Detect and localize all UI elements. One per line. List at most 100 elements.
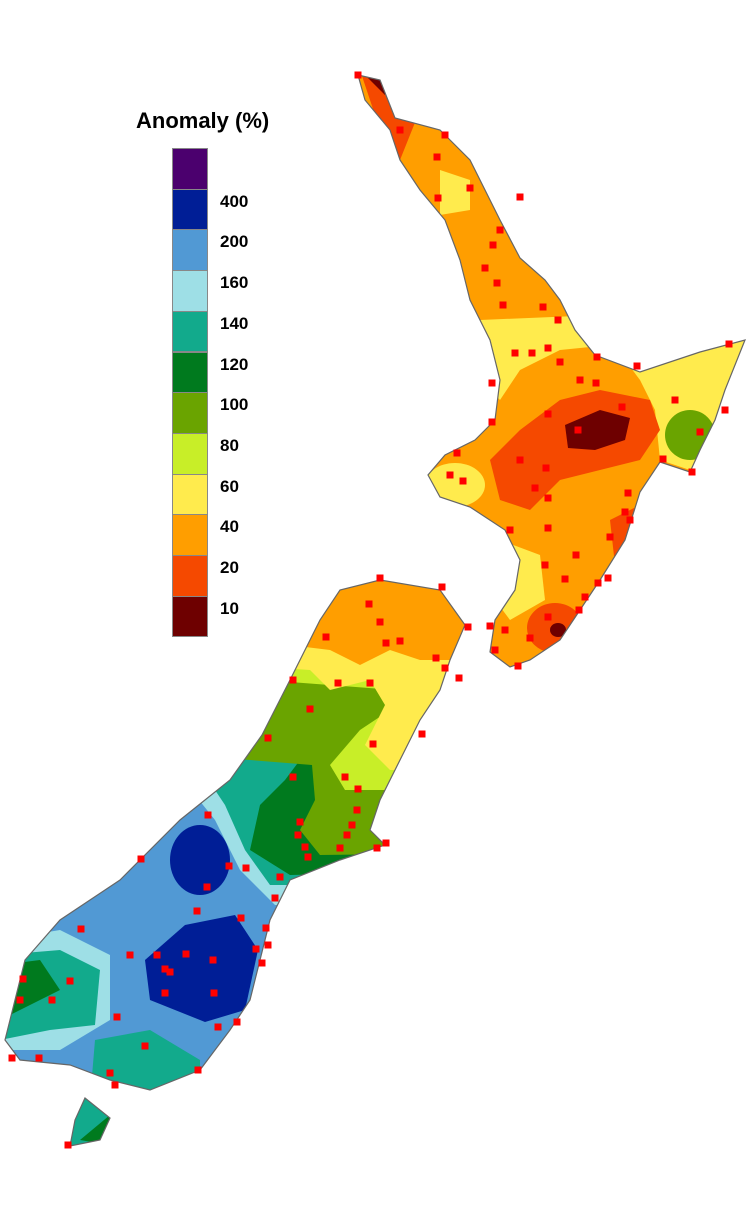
station-marker (528, 349, 536, 357)
station-marker (336, 844, 344, 852)
station-marker (264, 941, 272, 949)
station-marker (376, 574, 384, 582)
station-marker (194, 1066, 202, 1074)
station-marker (455, 674, 463, 682)
station-marker (526, 634, 534, 642)
station-marker (141, 1042, 149, 1050)
station-marker (19, 975, 27, 983)
legend-label: 40 (220, 517, 239, 537)
station-marker (438, 583, 446, 591)
station-marker (554, 316, 562, 324)
legend-swatch (172, 473, 208, 516)
station-marker (289, 676, 297, 684)
station-marker (464, 623, 472, 631)
station-marker (64, 1141, 72, 1149)
station-marker (721, 406, 729, 414)
station-marker (233, 1018, 241, 1026)
station-marker (486, 622, 494, 630)
station-marker (365, 600, 373, 608)
station-marker (696, 428, 704, 436)
station-marker (514, 662, 522, 670)
station-marker (348, 821, 356, 829)
station-marker (369, 740, 377, 748)
station-marker (35, 1054, 43, 1062)
station-marker (242, 864, 250, 872)
station-marker (341, 773, 349, 781)
station-marker (441, 664, 449, 672)
station-marker (621, 508, 629, 516)
station-marker (161, 989, 169, 997)
station-marker (354, 785, 362, 793)
legend-swatch (172, 555, 208, 597)
station-marker (561, 575, 569, 583)
station-marker (539, 303, 547, 311)
station-marker (516, 456, 524, 464)
legend-swatch (172, 514, 208, 556)
station-marker (572, 551, 580, 559)
station-marker (296, 818, 304, 826)
station-marker (8, 1054, 16, 1062)
station-marker (593, 353, 601, 361)
station-marker (659, 455, 667, 463)
legend-label: 100 (220, 395, 249, 415)
station-marker (544, 344, 552, 352)
station-marker (544, 524, 552, 532)
station-marker (544, 494, 552, 502)
station-marker (252, 945, 260, 953)
station-marker (488, 379, 496, 387)
station-marker (633, 362, 641, 370)
station-marker (210, 989, 218, 997)
station-marker (264, 734, 272, 742)
station-marker (209, 956, 217, 964)
station-marker (262, 924, 270, 932)
legend-label: 60 (220, 476, 239, 496)
station-marker (366, 679, 374, 687)
station-marker (516, 193, 524, 201)
station-marker (193, 907, 201, 915)
station-marker (575, 606, 583, 614)
station-marker (511, 349, 519, 357)
station-marker (624, 489, 632, 497)
station-marker (237, 914, 245, 922)
station-marker (488, 418, 496, 426)
station-marker (396, 637, 404, 645)
station-marker (153, 951, 161, 959)
station-marker (418, 730, 426, 738)
station-marker (354, 71, 362, 79)
station-marker (499, 301, 507, 309)
station-marker (382, 639, 390, 647)
station-marker (493, 279, 501, 287)
station-marker (531, 484, 539, 492)
station-marker (258, 959, 266, 967)
station-marker (466, 184, 474, 192)
station-marker (725, 340, 733, 348)
station-marker (544, 410, 552, 418)
legend-swatch (172, 595, 208, 638)
station-marker (322, 633, 330, 641)
station-marker (126, 951, 134, 959)
station-marker (556, 358, 564, 366)
station-marker (306, 705, 314, 713)
legend-swatch (172, 432, 208, 475)
station-marker (304, 853, 312, 861)
station-marker (161, 965, 169, 973)
station-marker (574, 426, 582, 434)
stewart-island (70, 1098, 110, 1146)
station-marker (441, 131, 449, 139)
legend-swatch (172, 188, 208, 231)
station-marker (432, 654, 440, 662)
station-marker (626, 516, 634, 524)
station-marker (581, 593, 589, 601)
station-marker (459, 477, 467, 485)
station-marker (106, 1069, 114, 1077)
station-marker (301, 843, 309, 851)
station-marker (496, 226, 504, 234)
station-marker (182, 950, 190, 958)
station-marker (203, 883, 211, 891)
station-marker (544, 613, 552, 621)
station-marker (671, 396, 679, 404)
station-marker (433, 153, 441, 161)
legend-label: 140 (220, 313, 249, 333)
station-marker (204, 811, 212, 819)
